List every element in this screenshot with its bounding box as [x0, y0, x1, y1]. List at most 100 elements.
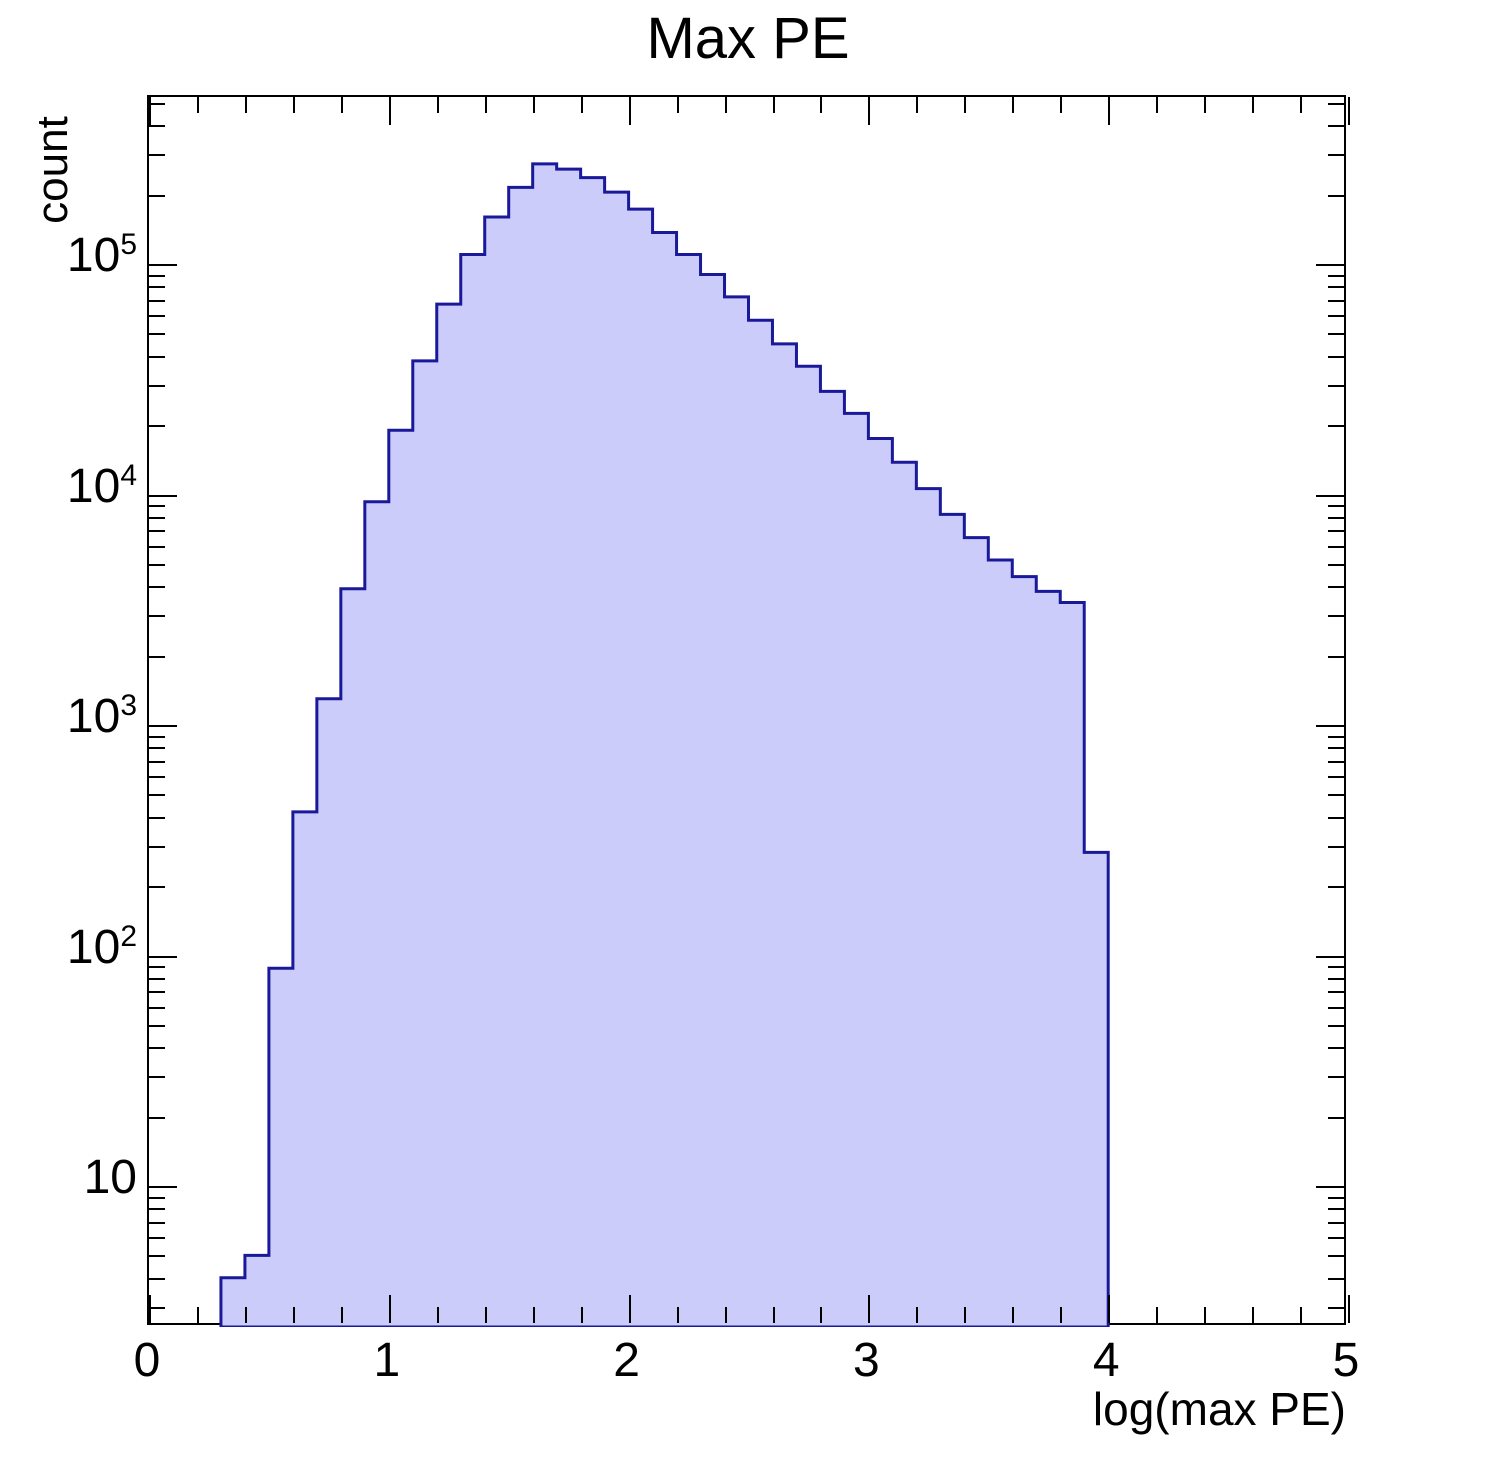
y-axis-tick-label: 102 [66, 919, 137, 974]
y-axis-minor-tick-right [1328, 735, 1344, 738]
y-axis-minor-tick-right [1328, 655, 1344, 658]
x-axis-major-tick [388, 1295, 391, 1323]
y-axis-minor-tick [149, 563, 165, 566]
y-axis-minor-tick-right [1328, 1277, 1344, 1280]
y-axis-minor-tick-right [1328, 1306, 1344, 1309]
y-axis-minor-tick-right [1328, 1047, 1344, 1050]
x-axis-minor-tick [964, 1307, 967, 1323]
x-axis-minor-tick-top [292, 97, 295, 113]
y-axis-tick-label: 105 [66, 228, 137, 282]
y-axis-tick-label: 104 [66, 458, 137, 513]
y-axis-major-tick-right [1316, 494, 1344, 497]
y-axis-minor-tick [149, 747, 165, 750]
y-axis-minor-tick [149, 1116, 165, 1119]
x-axis-minor-tick [340, 1307, 343, 1323]
y-axis-minor-tick [149, 274, 165, 277]
y-axis-minor-tick [149, 530, 165, 533]
y-axis-minor-tick-right [1328, 530, 1344, 533]
x-axis-major-tick [628, 1295, 631, 1323]
y-axis-minor-tick [149, 1221, 165, 1224]
x-axis-minor-tick [820, 1307, 823, 1323]
x-axis-minor-tick [916, 1307, 919, 1323]
y-axis-minor-tick-right [1328, 286, 1344, 289]
x-axis-minor-tick-top [1060, 97, 1063, 113]
x-axis-title: log(max PE) [1092, 1383, 1346, 1435]
x-axis-minor-tick-top [436, 97, 439, 113]
x-axis-minor-tick-top [1156, 97, 1159, 113]
y-axis-minor-tick-right [1328, 315, 1344, 318]
y-axis-minor-tick-right [1328, 299, 1344, 302]
x-axis-tick-label: 4 [1092, 1334, 1120, 1387]
y-axis-minor-tick [149, 615, 165, 617]
y-axis-minor-tick [149, 816, 165, 819]
y-axis-minor-tick-right [1328, 1208, 1344, 1211]
x-axis-minor-tick-top [484, 97, 487, 113]
x-axis-tick-label: 5 [1332, 1334, 1360, 1387]
y-axis-minor-tick [149, 966, 165, 968]
y-axis-minor-tick [149, 655, 165, 658]
y-axis-minor-tick-right [1328, 776, 1344, 779]
y-axis-minor-tick-right [1328, 1237, 1344, 1240]
y-axis-minor-tick-right [1328, 966, 1344, 968]
x-axis-minor-tick-top [580, 97, 583, 113]
x-axis-minor-tick-top [1012, 97, 1015, 113]
y-axis-tick-label: 10 [83, 1151, 137, 1204]
y-axis-minor-tick-right [1328, 545, 1344, 548]
y-axis-minor-tick-right [1328, 125, 1344, 128]
y-axis-minor-tick-right [1328, 991, 1344, 994]
y-axis-minor-tick-right [1328, 274, 1344, 277]
y-axis-minor-tick [149, 1208, 165, 1211]
y-axis-minor-tick [149, 545, 165, 548]
x-axis-minor-tick-top [532, 97, 535, 113]
y-axis-minor-tick [149, 425, 165, 428]
y-axis-minor-tick [149, 845, 165, 848]
y-axis-major-tick [149, 494, 177, 497]
y-axis-minor-tick-right [1328, 845, 1344, 848]
x-axis-minor-tick-top [244, 97, 247, 113]
y-axis-minor-tick-right [1328, 1076, 1344, 1078]
x-axis-minor-tick-top [676, 97, 679, 113]
y-axis-minor-tick [149, 794, 165, 797]
x-axis-major-tick-top [149, 97, 151, 125]
y-axis-minor-tick [149, 1006, 165, 1009]
x-axis-minor-tick-top [772, 97, 775, 113]
x-axis-minor-tick [436, 1307, 439, 1323]
y-axis-minor-tick-right [1328, 505, 1344, 507]
y-axis-minor-tick-right [1328, 425, 1344, 428]
x-axis-tick-label: 1 [373, 1334, 401, 1387]
x-axis-minor-tick [1300, 1307, 1302, 1323]
x-axis-major-tick-top [388, 97, 391, 125]
y-axis-minor-tick [149, 384, 165, 387]
x-axis-minor-tick [724, 1307, 727, 1323]
y-axis-major-tick-right [1316, 955, 1344, 958]
x-axis-major-tick-top [628, 97, 631, 125]
x-axis-major-tick [1108, 1295, 1111, 1323]
x-axis-minor-tick-top [724, 97, 727, 113]
y-axis-minor-tick [149, 991, 165, 994]
x-axis-tick-label: 0 [133, 1334, 161, 1387]
x-axis-major-tick-top [1348, 97, 1350, 125]
y-axis-minor-tick [149, 1255, 165, 1258]
y-axis-minor-tick [149, 586, 165, 589]
y-axis-minor-tick-right [1328, 1024, 1344, 1027]
y-axis-minor-tick-right [1328, 794, 1344, 797]
y-axis-minor-tick [149, 154, 165, 156]
y-axis-minor-tick [149, 1047, 165, 1050]
y-axis-minor-tick-right [1328, 1255, 1344, 1258]
y-axis-minor-tick [149, 516, 165, 519]
histogram-series [219, 162, 1110, 1327]
y-axis-major-tick-right [1316, 725, 1344, 727]
y-axis-minor-tick-right [1328, 816, 1344, 819]
x-axis-minor-tick [1156, 1307, 1159, 1323]
x-axis-minor-tick [1252, 1307, 1255, 1323]
y-axis-minor-tick-right [1328, 384, 1344, 387]
y-axis-minor-tick-right [1328, 615, 1344, 617]
y-axis-title: count [28, 116, 77, 224]
y-axis-minor-tick [149, 125, 165, 128]
y-axis-minor-tick [149, 102, 165, 105]
x-axis-minor-tick [484, 1307, 487, 1323]
x-axis-minor-tick [772, 1307, 775, 1323]
y-axis-major-tick-right [1316, 1186, 1344, 1188]
x-axis-minor-tick [244, 1307, 247, 1323]
y-axis-minor-tick-right [1328, 760, 1344, 763]
